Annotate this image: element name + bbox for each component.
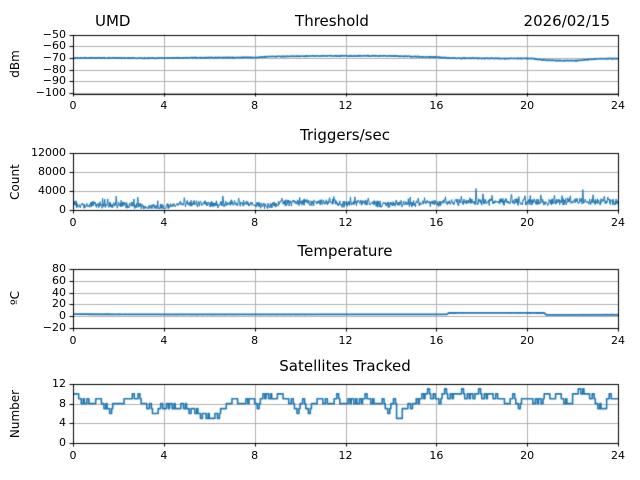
y-tick-label: 12: [52, 377, 66, 390]
x-tick-label: 24: [611, 216, 625, 229]
x-tick-label: 16: [429, 334, 444, 347]
y-tick-label: −80: [42, 62, 66, 76]
x-tick-label: 4: [160, 334, 168, 347]
x-tick-label: 16: [429, 99, 444, 112]
y-tick-label: 40: [52, 285, 66, 299]
y-tick-label: 8000: [38, 165, 66, 178]
y-tick-label: 0: [59, 203, 66, 216]
y-tick-label: 0: [59, 309, 66, 323]
y-tick-label: 4000: [38, 184, 66, 197]
x-tick-label: 8: [251, 99, 259, 112]
x-tick-label: 16: [429, 449, 444, 462]
x-tick-label: 24: [611, 449, 625, 462]
x-tick-label: 20: [520, 216, 535, 229]
x-tick-label: 4: [160, 216, 168, 229]
x-tick-label: 20: [520, 99, 535, 112]
figure-title-date: 2026/02/15: [523, 12, 610, 30]
x-tick-label: 0: [69, 449, 77, 462]
y-tick-label: −50: [42, 27, 66, 41]
panel-triggers-title: Triggers/sec: [300, 126, 390, 144]
y-tick-label: −20: [42, 321, 66, 334]
x-tick-label: 20: [520, 449, 535, 462]
x-tick-label: 24: [611, 334, 625, 347]
y-tick-label: 0: [59, 436, 66, 449]
y-tick-label: 20: [52, 297, 66, 311]
x-tick-label: 24: [611, 99, 625, 112]
x-tick-label: 0: [69, 216, 77, 229]
y-tick-label: 80: [52, 262, 66, 275]
y-tick-label: 8: [59, 396, 66, 410]
x-tick-label: 0: [69, 334, 77, 347]
y-tick-label: −100: [35, 86, 66, 99]
x-tick-label: 4: [160, 449, 168, 462]
figure-title-left: UMD: [95, 12, 131, 30]
x-tick-label: 20: [520, 334, 535, 347]
x-tick-label: 8: [251, 334, 259, 347]
x-tick-label: 4: [160, 99, 168, 112]
x-tick-label: 0: [69, 99, 77, 112]
x-tick-label: 12: [338, 449, 353, 462]
x-tick-label: 8: [251, 449, 259, 462]
y-tick-label: −60: [42, 39, 66, 53]
panel-threshold-title: Threshold: [295, 12, 369, 30]
y-tick-label: −70: [42, 50, 66, 64]
y-tick-label: 4: [59, 416, 66, 430]
panel-satellites-title: Satellites Tracked: [279, 357, 411, 375]
y-tick-label: −90: [42, 74, 66, 88]
x-tick-label: 12: [338, 216, 353, 229]
x-tick-label: 16: [429, 216, 444, 229]
panel-temperature-title: Temperature: [297, 242, 393, 260]
x-tick-label: 12: [338, 99, 353, 112]
y-tick-label: 12000: [31, 146, 66, 159]
x-tick-label: 8: [251, 216, 259, 229]
x-tick-label: 12: [338, 334, 353, 347]
y-tick-label: 60: [52, 273, 66, 287]
